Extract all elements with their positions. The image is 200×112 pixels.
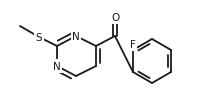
Text: F: F (130, 40, 136, 50)
Text: N: N (53, 61, 61, 71)
Text: N: N (72, 32, 80, 42)
Text: S: S (36, 33, 42, 43)
Text: O: O (111, 13, 119, 23)
